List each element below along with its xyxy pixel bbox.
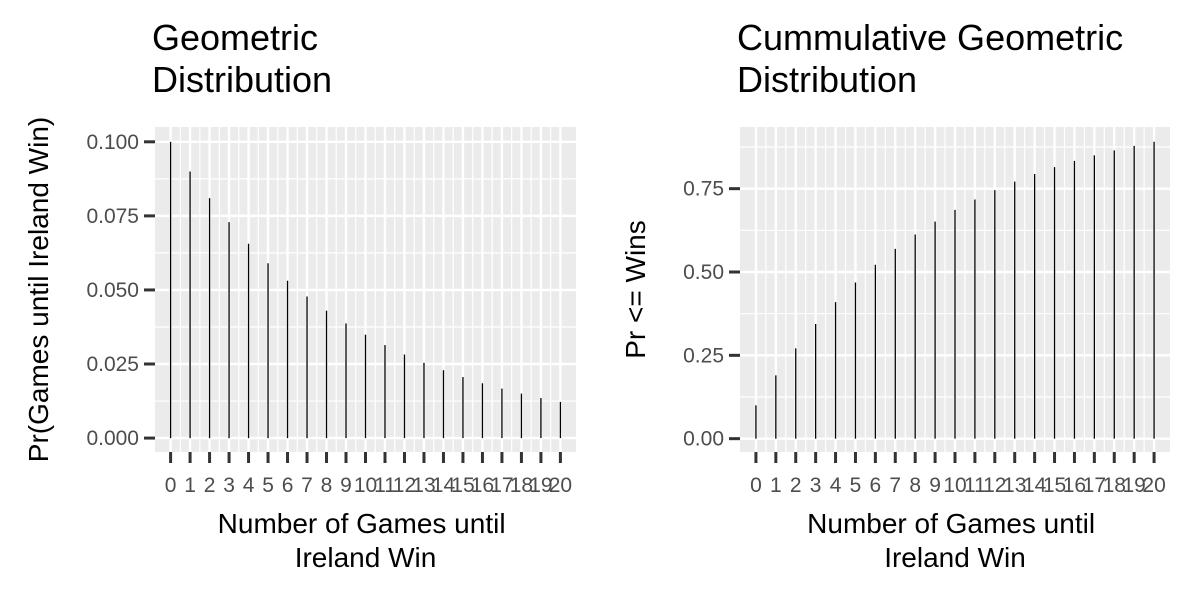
x-tick-label: 5 [850,474,862,497]
x-axis-title-line: Ireland Win [884,542,1026,573]
y-tick-label: 0.25 [683,344,724,367]
x-tick-label: 16 [1063,474,1086,497]
x-tick-label: 3 [810,474,822,497]
chart-title-line: Geometric [152,17,318,58]
y-axis-title: Pr(Games until Ireland Win) [23,117,54,462]
x-tick-label: 2 [204,474,216,497]
x-tick-label: 8 [321,474,333,497]
x-tick-label: 14 [432,474,456,497]
x-tick-label: 0 [165,474,177,497]
x-tick-label: 4 [830,474,842,497]
x-tick-label: 19 [529,474,552,497]
x-tick-label: 10 [943,474,966,497]
x-tick-label: 19 [1122,474,1145,497]
x-tick-label: 5 [262,474,274,497]
x-tick-label: 9 [929,474,941,497]
x-tick-label: 7 [301,474,313,497]
x-tick-label: 17 [1083,474,1106,497]
chart-cumulative-geometric: 0.000.250.500.75 0 1 2 3 4 5 6 7 8 9 1011121314151… [620,17,1170,573]
x-tick-label: 15 [451,474,474,497]
y-axis-ticks: 0.00 0.25 0.50 0.75 [683,178,740,451]
y-axis-title: Pr <= Wins [620,220,651,358]
x-tick-label: 12 [983,474,1006,497]
x-tick-label: 1 [184,474,196,497]
x-tick-label: 20 [1142,474,1165,497]
y-tick-label: 0.000 [86,427,139,450]
x-tick-label: 16 [471,474,494,497]
x-axis-title-line: Number of Games until [218,508,506,539]
bars [169,141,562,439]
x-tick-label: 3 [223,474,235,497]
x-tick-label: 18 [1103,474,1126,497]
y-tick-label: 0.075 [86,205,139,228]
x-tick-label: 7 [889,474,901,497]
y-tick-label: 0.50 [683,261,724,284]
chart-title-line: Distribution [152,59,332,100]
x-tick-label: 11 [964,474,986,497]
x-tick-label: 17 [490,474,513,497]
x-tick-label: 8 [909,474,921,497]
x-axis-title: Number of Games until Ireland Win [218,508,514,573]
x-tick-label: 1 [770,474,782,497]
x-tick-label: 10 [354,474,377,497]
chart-title-line: Cummulative Geometric [737,17,1123,58]
x-tick-label: 4 [243,474,255,497]
x-tick-label: 6 [870,474,882,497]
x-tick-label: 6 [282,474,294,497]
chart-title: Cummulative Geometric Distribution [737,17,1133,100]
x-axis-title-line: Number of Games until [807,508,1095,539]
x-tick-label: 13 [412,474,435,497]
y-axis-ticks: 0.000 0.025 0.050 0.075 0.100 [86,131,155,450]
y-tick-label: 0.050 [86,279,139,302]
x-axis-title-line: Ireland Win [295,542,437,573]
y-tick-label: 0.025 [86,353,139,376]
x-tick-label: 15 [1043,474,1066,497]
x-tick-label: 2 [790,474,802,497]
y-tick-label: 0.100 [86,131,139,154]
x-tick-label: 14 [1023,474,1047,497]
x-tick-label: 18 [510,474,533,497]
y-tick-label: 0.00 [683,428,724,451]
chart-title-line: Distribution [737,59,917,100]
bars [755,141,1155,439]
x-tick-label: 20 [549,474,572,497]
x-tick-label: 9 [340,474,352,497]
x-tick-label: 11 [374,474,396,497]
y-tick-label: 0.75 [683,178,724,201]
chart-title: Geometric Distribution [152,17,332,100]
x-tick-label: 13 [1003,474,1026,497]
x-tick-label: 12 [393,474,416,497]
x-tick-label: 0 [750,474,762,497]
x-axis-title: Number of Games until Ireland Win [807,508,1103,573]
